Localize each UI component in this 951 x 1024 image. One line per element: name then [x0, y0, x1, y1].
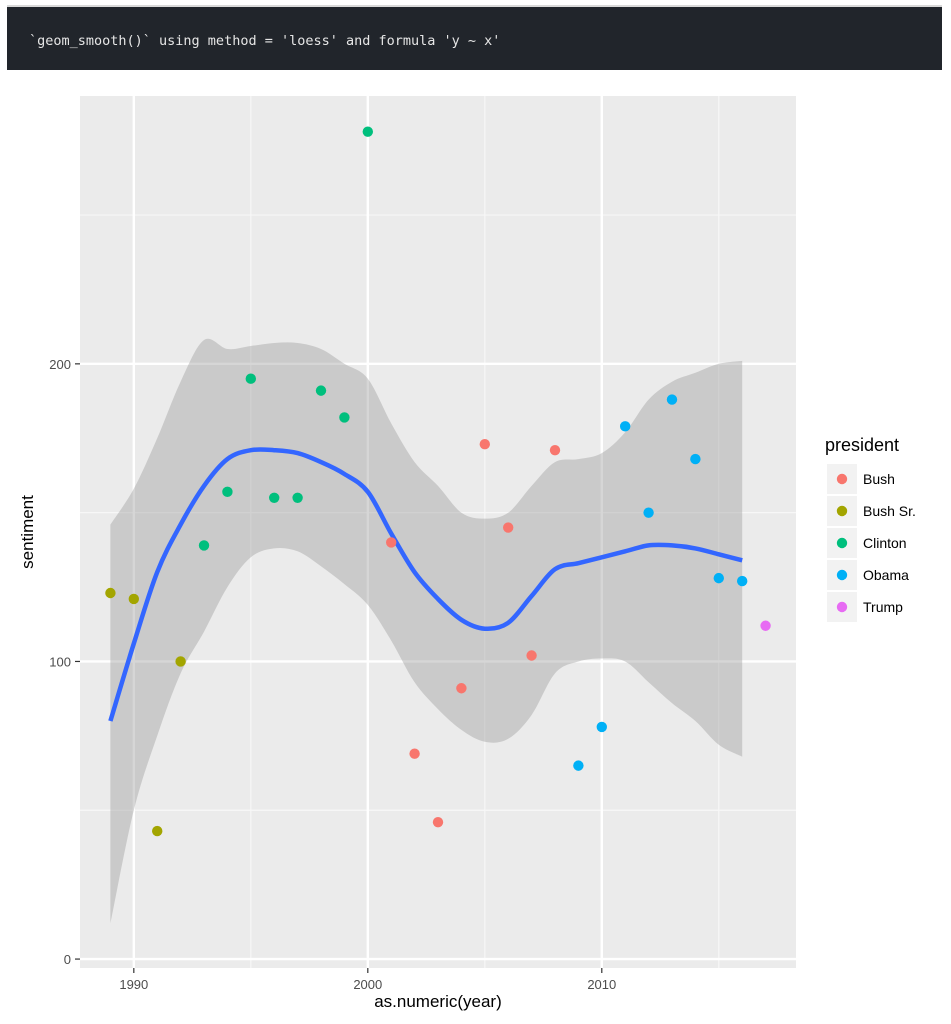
axes-layer: 1990 2000 2010 0 100 200 [49, 357, 616, 992]
smooth-line-layer [108, 447, 743, 722]
point-clinton [339, 412, 350, 423]
loess-smooth-line [108, 447, 743, 722]
point-bush-sr [128, 593, 140, 605]
legend-label-bush-sr: Bush Sr. [863, 503, 916, 519]
legend-title: president [825, 435, 899, 455]
legend-dot-obama [836, 569, 848, 581]
legend-dot-bush-sr [836, 505, 848, 517]
y-axis-title: sentiment [18, 495, 37, 569]
point-bush-sr [175, 656, 186, 667]
point-bush-sr [152, 825, 163, 837]
console-output: `geom_smooth()` using method = 'loess' a… [7, 5, 942, 70]
legend-label-obama: Obama [863, 567, 909, 583]
point-clinton [292, 492, 303, 503]
console-message: `geom_smooth()` using method = 'loess' a… [29, 33, 501, 49]
point-obama [619, 421, 631, 432]
point-clinton [245, 373, 257, 384]
legend-dot-bush [836, 473, 848, 485]
point-clinton [198, 540, 210, 551]
y-tick-label: 0 [64, 952, 71, 967]
point-bush [479, 439, 490, 450]
confidence-ribbon [110, 338, 743, 924]
legend: president Bush Bush Sr. Clinton Obama Trump [825, 435, 916, 622]
legend-dot-trump [836, 601, 848, 613]
x-tick-label: 2010 [587, 977, 616, 992]
point-bush-sr [105, 587, 116, 599]
point-bush [456, 683, 467, 694]
point-bush [409, 748, 420, 759]
point-bush [549, 444, 561, 456]
x-tick-label: 1990 [119, 977, 148, 992]
point-obama [690, 453, 701, 465]
confidence-ribbon-layer [110, 338, 743, 924]
point-clinton [315, 385, 327, 396]
point-clinton [269, 492, 280, 503]
point-clinton [222, 486, 233, 498]
legend-label-trump: Trump [863, 599, 903, 615]
point-obama [736, 575, 748, 587]
points-layer [105, 126, 771, 837]
legend-label-clinton: Clinton [863, 535, 907, 551]
x-axis-title: as.numeric(year) [374, 992, 502, 1011]
point-obama [713, 572, 724, 584]
point-obama [666, 394, 678, 405]
point-clinton [362, 126, 374, 137]
point-bush [432, 816, 444, 828]
x-tick-label: 2000 [353, 977, 382, 992]
point-obama [573, 760, 584, 771]
minor-gridlines [80, 96, 796, 968]
point-trump [760, 620, 771, 631]
point-obama [643, 507, 654, 518]
major-gridlines [80, 96, 796, 968]
y-tick-label: 100 [49, 654, 71, 669]
point-obama [596, 721, 607, 733]
legend-dot-clinton [836, 537, 848, 549]
point-bush [526, 650, 537, 661]
legend-label-bush: Bush [863, 471, 895, 487]
point-bush [386, 537, 397, 548]
point-bush [502, 522, 514, 533]
y-tick-label: 200 [49, 357, 71, 372]
